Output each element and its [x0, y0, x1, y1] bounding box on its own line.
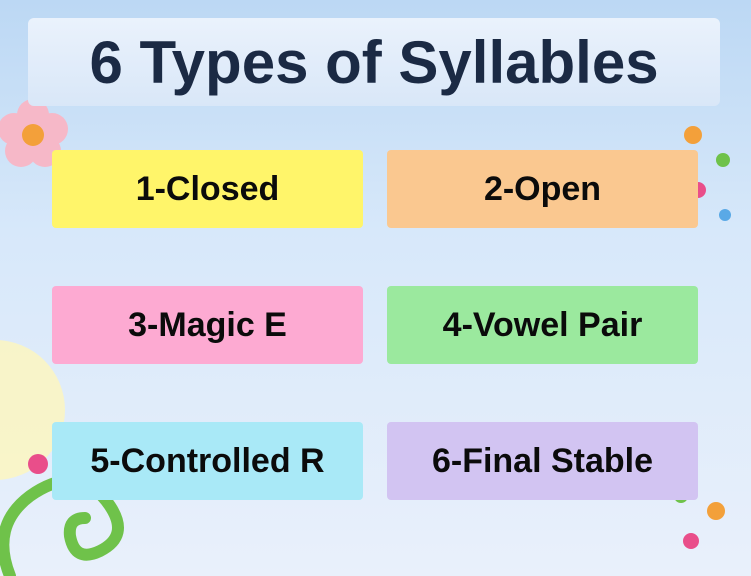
tile-controlled-r: 5-Controlled R — [52, 422, 363, 500]
tile-closed: 1-Closed — [52, 150, 363, 228]
slide: 6 Types of Syllables 1-Closed 2-Open 3-M… — [0, 0, 751, 576]
tile-magic-e: 3-Magic E — [52, 286, 363, 364]
title-container: 6 Types of Syllables — [28, 18, 720, 106]
tile-open: 2-Open — [387, 150, 698, 228]
syllable-grid: 1-Closed 2-Open 3-Magic E 4-Vowel Pair 5… — [52, 150, 698, 500]
tile-final-stable: 6-Final Stable — [387, 422, 698, 500]
tile-vowel-pair: 4-Vowel Pair — [387, 286, 698, 364]
page-title: 6 Types of Syllables — [89, 28, 658, 97]
